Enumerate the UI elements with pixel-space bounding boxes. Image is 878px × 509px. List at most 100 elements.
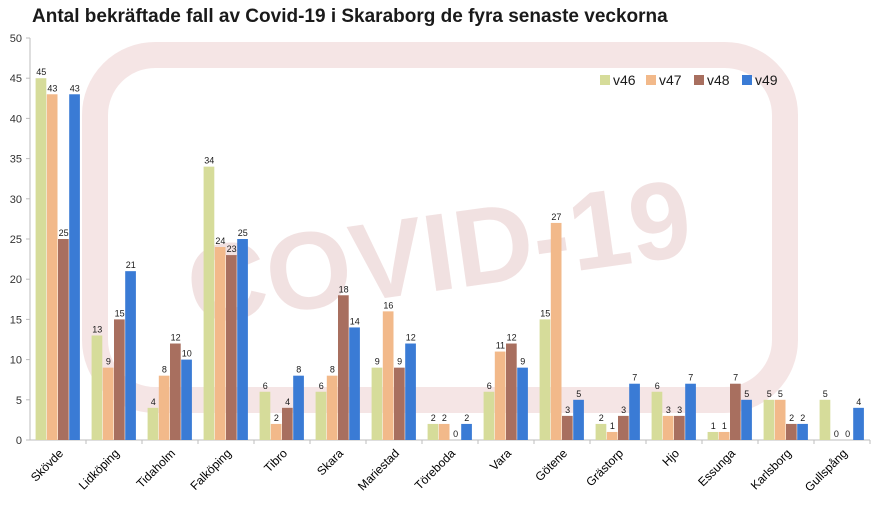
data-label: 15 — [115, 308, 125, 318]
bar-v49-essunga — [741, 399, 752, 440]
data-label: 2 — [789, 413, 794, 423]
legend-swatch-v46 — [600, 75, 610, 85]
category-label: Lidköping — [76, 446, 122, 492]
data-label: 43 — [70, 83, 80, 93]
legend-label-v46: v46 — [613, 72, 636, 88]
category-label: Vara — [487, 446, 514, 473]
legend-label-v47: v47 — [659, 72, 682, 88]
data-label: 8 — [162, 365, 167, 375]
bar-v47-lidköping — [102, 367, 114, 440]
data-label: 34 — [204, 156, 214, 166]
bar-v47-tibro — [270, 423, 282, 440]
bar-v48-grästorp — [618, 415, 629, 440]
data-label: 4 — [856, 397, 861, 407]
bar-v47-töreboda — [438, 423, 450, 440]
data-label: 10 — [182, 349, 192, 359]
bar-v48-essunga — [730, 383, 741, 440]
data-label: 12 — [171, 333, 181, 343]
data-label: 13 — [92, 324, 102, 334]
bar-v47-essunga — [718, 431, 730, 440]
data-label: 16 — [383, 300, 393, 310]
watermark-frame — [82, 42, 798, 413]
data-label: 6 — [319, 381, 324, 391]
legend-swatch-v47 — [646, 75, 656, 85]
data-label: 5 — [767, 389, 772, 399]
bar-v49-mariestad — [405, 343, 416, 440]
bar-v47-götene — [550, 222, 562, 440]
bar-v47-skövde — [46, 94, 58, 440]
y-tick-label: 45 — [10, 73, 22, 85]
bar-v46-gullspång — [819, 399, 831, 440]
data-label: 21 — [126, 260, 136, 270]
watermark-text: COVID-19 — [179, 156, 699, 348]
data-label: 5 — [744, 389, 749, 399]
category-label: Skara — [314, 446, 346, 478]
category-label: Grästorp — [583, 446, 626, 489]
bar-v47-skara — [326, 375, 338, 440]
bar-v49-töreboda — [461, 423, 472, 440]
bar-v46-grästorp — [595, 423, 607, 440]
data-label: 2 — [800, 413, 805, 423]
data-label: 0 — [845, 429, 850, 439]
bar-v48-mariestad — [394, 367, 405, 440]
bar-v48-skövde — [58, 239, 69, 440]
category-label: Tibro — [261, 446, 290, 475]
y-tick-label: 40 — [10, 113, 22, 125]
bar-v48-tidaholm — [170, 343, 181, 440]
bar-v49-götene — [573, 399, 584, 440]
bar-v46-mariestad — [371, 367, 383, 440]
bar-v46-töreboda — [427, 423, 439, 440]
data-label: 12 — [507, 333, 517, 343]
data-label: 0 — [834, 429, 839, 439]
data-label: 25 — [59, 228, 69, 238]
data-label: 2 — [442, 413, 447, 423]
bar-v48-skara — [338, 295, 349, 440]
chart-title: Antal bekräftade fall av Covid-19 i Skar… — [32, 6, 668, 27]
category-label: Gullspång — [802, 446, 850, 494]
bars — [35, 78, 864, 440]
data-label: 5 — [576, 389, 581, 399]
data-label: 2 — [431, 413, 436, 423]
data-label: 14 — [350, 316, 360, 326]
bar-v47-falköping — [214, 247, 226, 440]
data-label: 9 — [520, 357, 525, 367]
bar-v46-karlsborg — [763, 399, 775, 440]
legend-label-v48: v48 — [707, 72, 730, 88]
category-label: Götene — [532, 446, 570, 484]
data-label: 0 — [453, 429, 458, 439]
data-label: 3 — [621, 405, 626, 415]
legend: v46 v47 v48 v49 — [600, 72, 778, 88]
bar-v47-hjo — [662, 415, 674, 440]
category-label: Mariestad — [355, 446, 402, 493]
bar-v49-tibro — [293, 375, 304, 440]
data-label: 11 — [496, 341, 505, 351]
bar-v48-vara — [506, 343, 517, 440]
data-label: 23 — [227, 244, 237, 254]
y-tick-label: 25 — [10, 234, 22, 246]
data-label: 7 — [688, 373, 693, 383]
data-label: 5 — [778, 389, 783, 399]
data-label: 1 — [711, 421, 716, 431]
legend-swatch-v48 — [694, 75, 704, 85]
y-tick-label: 10 — [10, 355, 22, 367]
category-label: Töreboda — [412, 446, 458, 492]
category-label: Karlsborg — [748, 446, 794, 492]
data-label: 6 — [263, 381, 268, 391]
bar-v46-skara — [315, 391, 327, 440]
data-label: 3 — [677, 405, 682, 415]
bar-v49-skara — [349, 327, 360, 440]
legend-label-v49: v49 — [755, 72, 778, 88]
bar-v46-tidaholm — [147, 407, 159, 440]
bar-v46-vara — [483, 391, 495, 440]
data-label: 25 — [238, 228, 248, 238]
data-label: 2 — [599, 413, 604, 423]
data-label: 4 — [285, 397, 290, 407]
data-label: 18 — [339, 284, 349, 294]
bar-v47-mariestad — [382, 311, 394, 440]
legend-swatch-v49 — [742, 75, 752, 85]
category-label: Essunga — [695, 446, 738, 489]
data-label: 6 — [487, 381, 492, 391]
bar-v49-vara — [517, 367, 528, 440]
covid-19-watermark: COVID-19 — [82, 42, 798, 413]
bar-v49-skövde — [69, 94, 80, 440]
